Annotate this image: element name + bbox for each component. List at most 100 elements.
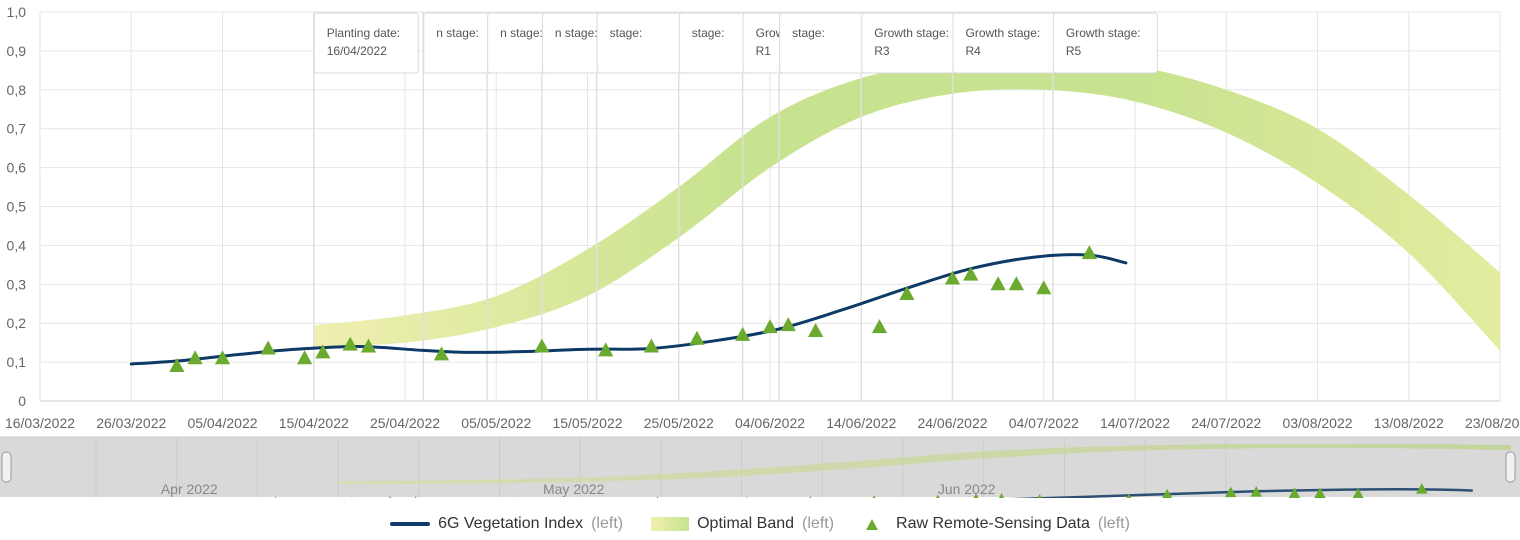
navigator-data-point — [351, 497, 353, 498]
navigator-data-point — [746, 496, 748, 498]
navigator-data-point — [1416, 483, 1428, 494]
x-tick-label: 04/06/2022 — [735, 415, 805, 431]
x-tick-label: 23/08/2022 — [1465, 415, 1520, 431]
plot-line-label-box — [1052, 12, 1158, 74]
raw-data-point — [990, 276, 1006, 291]
navigator-data-point — [274, 496, 277, 498]
raw-data-point — [1008, 276, 1024, 291]
navigator-data-point — [872, 495, 876, 498]
legend-label: Optimal Band — [697, 515, 795, 532]
x-tick-label: 24/06/2022 — [917, 415, 987, 431]
plot-line-label-value: R3 — [874, 44, 890, 58]
raw-data-point — [534, 338, 550, 353]
axis-layer: 0 0,1 0,2 0,3 0,4 0,5 0,6 0,7 0,8 0,9 1,0 16/03/202… — [5, 4, 1520, 431]
x-tick-label: 25/04/2022 — [370, 415, 440, 431]
navigator-data-point — [1250, 486, 1262, 497]
raw-data-point — [598, 342, 614, 357]
navigator-data-point — [517, 497, 518, 498]
legend-suffix: (left) — [591, 515, 624, 532]
y-tick-label: 0 — [18, 393, 26, 409]
series-layer — [129, 245, 1128, 372]
plot-line-label-title: n stage: — [436, 26, 479, 40]
plot-line-label-title: stage: — [792, 26, 825, 40]
raw-data-point — [689, 330, 705, 345]
plot-line-label-title: n stage: — [500, 26, 543, 40]
y-tick-label: 1,0 — [7, 4, 27, 20]
plot-line-label-title: stage: — [692, 26, 725, 40]
raw-data-point — [899, 286, 915, 301]
navigator-data-point — [1314, 487, 1326, 498]
raw-data-point — [169, 357, 185, 372]
x-tick-label: 26/03/2022 — [96, 415, 166, 431]
raw-data-point — [735, 326, 751, 341]
raw-data-point — [1081, 245, 1097, 260]
navigator-data-point — [142, 499, 153, 510]
legend-suffix: (left) — [802, 515, 835, 532]
plot-line-label-box — [952, 12, 1058, 74]
y-tick-label: 0,1 — [7, 354, 27, 370]
navigator-right-handle[interactable] — [1505, 451, 1516, 483]
raw-data-point — [643, 338, 659, 353]
navigator-data-point — [998, 493, 1005, 498]
x-tick-label: 13/08/2022 — [1374, 415, 1444, 431]
triangle-symbol-icon — [866, 518, 879, 530]
raw-data-point — [187, 350, 203, 365]
plot-line-label-box — [861, 12, 967, 74]
raw-data-point — [315, 344, 331, 359]
y-tick-label: 0,9 — [7, 43, 27, 59]
navigator-data-point — [211, 497, 212, 498]
legend-item-vegetation-index[interactable]: 6G Vegetation Index (left) — [390, 515, 623, 533]
navigator-band-area — [339, 443, 1511, 485]
navigator-month-label: May 2022 — [543, 481, 605, 497]
x-tick-label: 14/07/2022 — [1100, 415, 1170, 431]
navigator-month-label: Apr 2022 — [161, 481, 218, 497]
raw-data-point — [963, 266, 979, 281]
navigator-data-point — [936, 494, 940, 498]
raw-data-point — [260, 340, 276, 355]
navigator-data-point — [1126, 493, 1132, 498]
y-tick-label: 0,3 — [7, 276, 27, 292]
legend: 6G Vegetation Index (left) Optimal Band … — [0, 510, 1520, 538]
y-tick-label: 0,4 — [7, 237, 27, 253]
legend-label: 6G Vegetation Index — [438, 515, 584, 532]
raw-data-point — [944, 270, 961, 285]
x-tick-label: 25/05/2022 — [644, 415, 714, 431]
plot-lines-layer — [313, 12, 1054, 401]
plot-line-label-title: Growth stage: — [1066, 26, 1141, 40]
optimal-band-area — [313, 61, 1500, 351]
plot-line-label-box — [313, 12, 419, 74]
optimal-band-layer — [313, 61, 1500, 351]
vegetation-index-line — [129, 253, 1128, 366]
legend-item-raw-data[interactable]: Raw Remote-Sensing Data (left) — [862, 515, 1130, 533]
navigator-data-point — [326, 497, 327, 498]
navigator-series — [142, 443, 1511, 510]
x-tick-label: 24/07/2022 — [1191, 415, 1261, 431]
legend-suffix: (left) — [1097, 515, 1130, 532]
navigator-data-point — [656, 496, 659, 498]
x-tick-label: 15/04/2022 — [279, 415, 349, 431]
raw-data-point — [808, 322, 824, 337]
x-tick-label: 05/04/2022 — [187, 415, 257, 431]
plot-line-label-value: 16/04/2022 — [327, 44, 387, 58]
navigator-data-point — [1288, 487, 1301, 498]
legend-label: Raw Remote-Sensing Data — [896, 515, 1090, 532]
y-tick-label: 0,5 — [7, 199, 27, 215]
line-symbol-icon — [390, 522, 431, 526]
raw-data-point — [433, 346, 450, 361]
navigator-data-point — [1162, 488, 1173, 498]
legend-item-optimal-band[interactable]: Optimal Band (left) — [651, 515, 834, 533]
navigator-data-point — [1352, 488, 1364, 498]
raw-data-point — [360, 338, 377, 353]
navigator-data-point — [973, 493, 979, 498]
band-symbol-icon — [651, 517, 690, 531]
y-tick-label: 0,8 — [7, 82, 27, 98]
navigator-left-handle[interactable] — [1, 451, 12, 483]
navigator[interactable]: Apr 2022 May 2022 Jun 2022 — [0, 436, 1520, 510]
x-tick-label: 15/05/2022 — [552, 415, 622, 431]
plot-line-labels-layer: Planting date: 16/04/2022 n stage: n stage:… — [313, 12, 1158, 74]
navigator-data-point — [1225, 486, 1237, 498]
raw-data-point — [342, 336, 358, 351]
raw-data-point — [762, 319, 778, 334]
navigator-data-point — [1037, 494, 1042, 498]
x-tick-label: 05/05/2022 — [461, 415, 531, 431]
